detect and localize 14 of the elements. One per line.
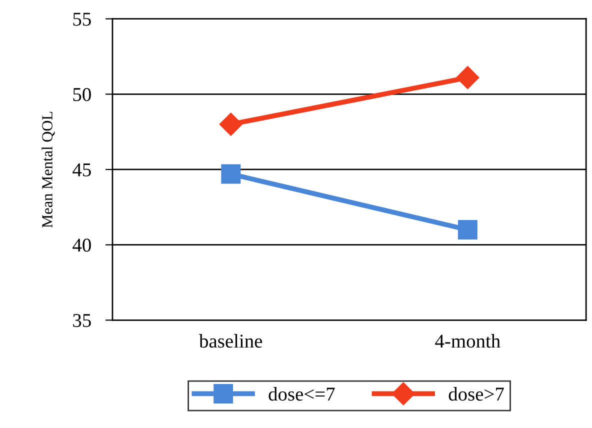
x-tick-label: baseline — [199, 334, 262, 348]
x-tick-label: 4-month — [435, 334, 500, 348]
y-tick-label: 50 — [73, 88, 91, 102]
point — [456, 66, 480, 90]
point — [221, 164, 241, 184]
point — [219, 112, 242, 136]
y-tick-label: 40 — [72, 238, 91, 252]
y-axis-title: Mean Mental QOL — [42, 112, 55, 228]
y-tick-label: 35 — [73, 314, 91, 328]
legend-label: dose<=7 — [268, 387, 335, 401]
y-tick-label: 45 — [72, 163, 91, 176]
legend-label: dose>7 — [448, 387, 504, 401]
y-tick-label: 55 — [73, 12, 91, 26]
point — [458, 220, 478, 240]
